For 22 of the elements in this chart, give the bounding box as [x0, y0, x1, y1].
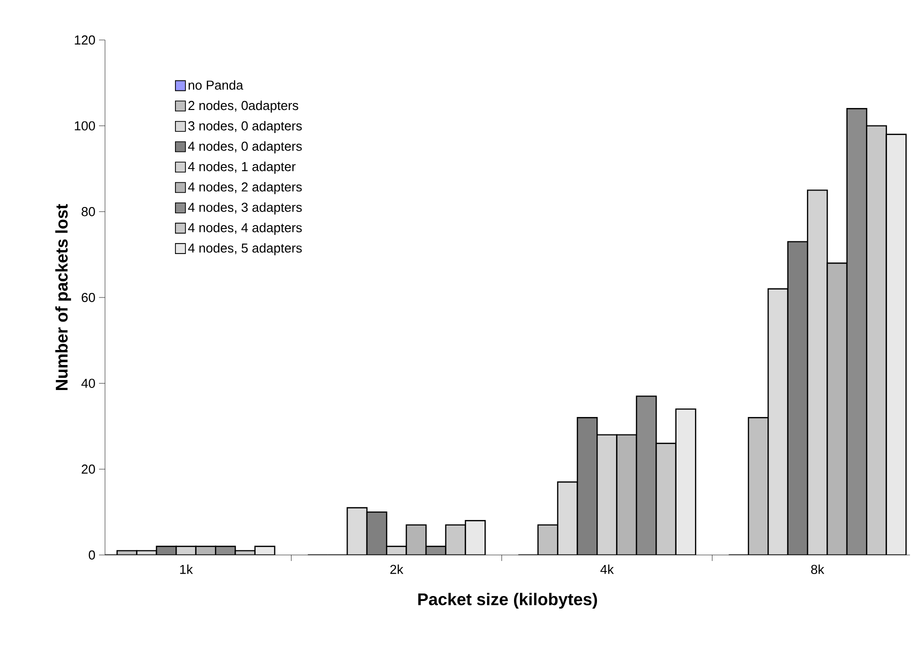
- y-tick-label: 80: [82, 207, 95, 216]
- legend-label: 4 nodes, 1 adapter: [188, 162, 296, 174]
- legend-label: 4 nodes, 4 adapters: [188, 222, 302, 235]
- y-axis-title: Number of packets lost: [55, 204, 72, 390]
- y-tick-label: 60: [82, 292, 95, 302]
- legend-label: 3 nodes, 0 adapters: [188, 120, 302, 134]
- legend-label: 4 nodes, 2 adapters: [188, 182, 302, 194]
- x-tick-label: 1k: [180, 564, 193, 574]
- y-tick-label: 120: [74, 35, 95, 45]
- legend-label: no Panda: [188, 80, 244, 90]
- y-tick-label: 100: [74, 121, 95, 130]
- x-axis-title: Packet size (kilobytes): [418, 592, 598, 609]
- y-tick-label: 40: [81, 378, 95, 388]
- x-tick-label: 4k: [600, 564, 614, 574]
- y-tick-label: 20: [82, 464, 95, 474]
- legend-label: 4 nodes, 0 adapters: [188, 141, 302, 154]
- legend-label: 4 nodes, 3 adapters: [188, 202, 302, 214]
- y-tick-label: 0: [88, 550, 95, 560]
- x-tick-label: 8k: [811, 564, 824, 574]
- legend-label: 2 nodes, 0adapters: [188, 100, 298, 113]
- x-tick-label: 2k: [390, 564, 404, 574]
- legend-label: 4 nodes, 5 adapters: [188, 243, 302, 256]
